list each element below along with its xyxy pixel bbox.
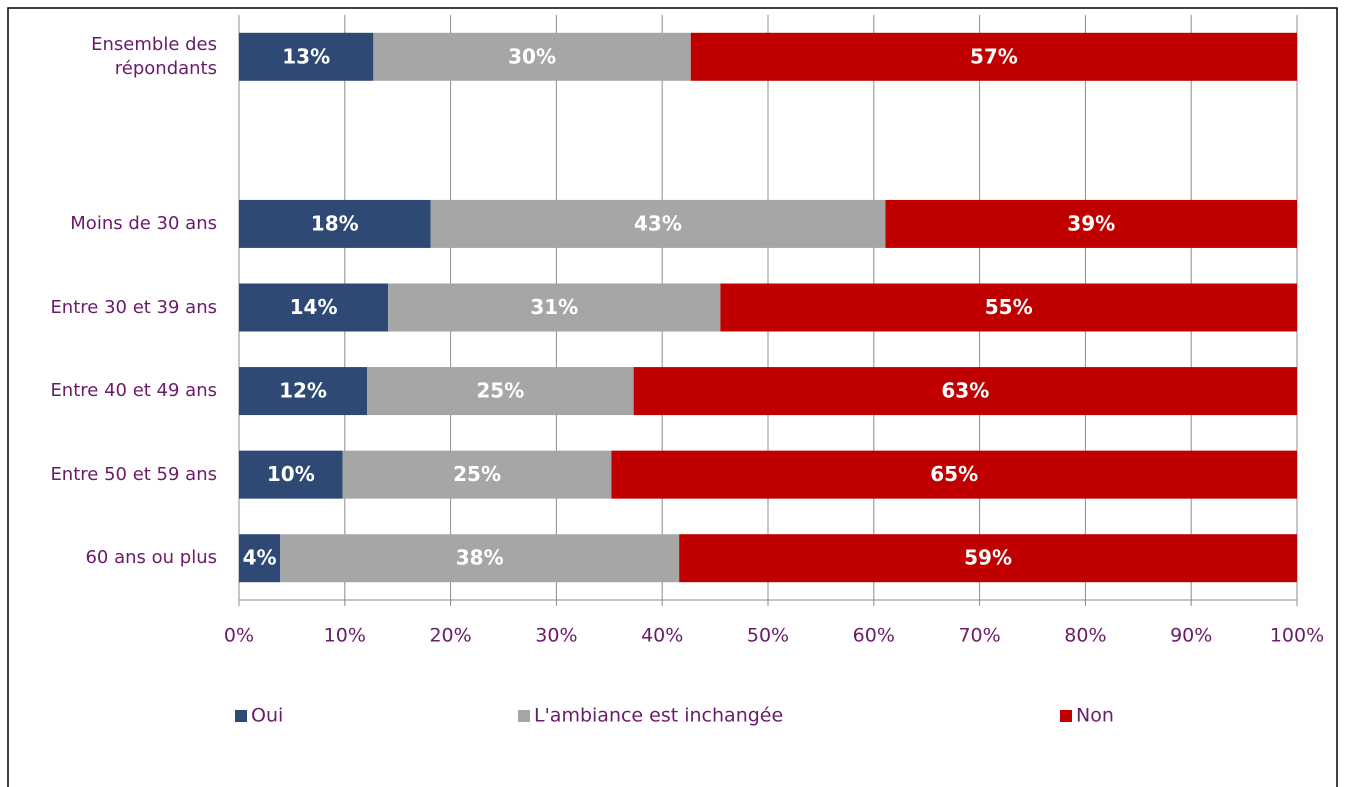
bar-segment — [885, 199, 1297, 248]
bar-segment — [280, 534, 680, 583]
y-tick-label: Entre 30 et 39 ans — [50, 296, 217, 318]
bar-segment — [239, 283, 389, 332]
bar-segment — [679, 534, 1297, 583]
data-label: 63% — [941, 379, 989, 403]
bar-segment — [342, 450, 612, 499]
data-label: 10% — [267, 462, 315, 486]
data-label: 59% — [964, 546, 1012, 570]
bar-segment — [690, 32, 1297, 81]
bar-segment — [430, 199, 886, 248]
y-tick-label: 60 ans ou plus — [85, 547, 217, 569]
x-tick-label: 90% — [1170, 625, 1212, 647]
data-label: 30% — [508, 44, 556, 68]
frame — [7, 7, 1338, 787]
y-tick-label: Entre 50 et 59 ans — [50, 463, 217, 485]
legend-swatch — [235, 710, 247, 722]
x-tick-label: 40% — [641, 625, 683, 647]
x-tick-label: 10% — [324, 625, 366, 647]
bar-segment — [388, 283, 721, 332]
data-label: 38% — [456, 546, 504, 570]
bar-segment — [239, 199, 431, 248]
legend-label: Oui — [251, 705, 283, 727]
x-tick-label: 70% — [958, 625, 1000, 647]
y-tick-label: Ensemble des répondants — [91, 33, 217, 79]
data-label: 31% — [530, 295, 578, 319]
bar-segment — [720, 283, 1297, 332]
data-label: 13% — [282, 44, 330, 68]
y-tick-label: Moins de 30 ans — [70, 212, 217, 234]
legend-label: Non — [1076, 705, 1114, 727]
bar-segment — [373, 32, 691, 81]
data-label: 55% — [985, 295, 1033, 319]
bar-segment — [239, 32, 374, 81]
bar-segment — [367, 367, 634, 416]
data-label: 65% — [930, 462, 978, 486]
x-tick-label: 20% — [429, 625, 471, 647]
data-label: 25% — [453, 462, 501, 486]
data-label: 12% — [279, 379, 327, 403]
bar-segment — [239, 450, 343, 499]
bar-segment — [239, 367, 368, 416]
data-label: 57% — [970, 44, 1018, 68]
legend-label: L'ambiance est inchangée — [534, 705, 783, 727]
data-label: 18% — [311, 211, 359, 235]
x-tick-label: 0% — [224, 625, 254, 647]
data-label: 43% — [634, 211, 682, 235]
data-label: 39% — [1067, 211, 1115, 235]
bar-segment — [239, 534, 281, 583]
y-tick-label: Entre 40 et 49 ans — [50, 380, 217, 402]
data-label: 25% — [476, 379, 524, 403]
x-tick-label: 100% — [1270, 625, 1324, 647]
x-tick-label: 50% — [747, 625, 789, 647]
legend-swatch — [1060, 710, 1072, 722]
data-label: 4% — [243, 546, 277, 570]
x-tick-label: 80% — [1064, 625, 1106, 647]
data-label: 14% — [290, 295, 338, 319]
legend-swatch — [518, 710, 530, 722]
bar-segment — [633, 367, 1297, 416]
x-tick-label: 30% — [535, 625, 577, 647]
x-tick-label: 60% — [853, 625, 895, 647]
bar-segment — [611, 450, 1297, 499]
